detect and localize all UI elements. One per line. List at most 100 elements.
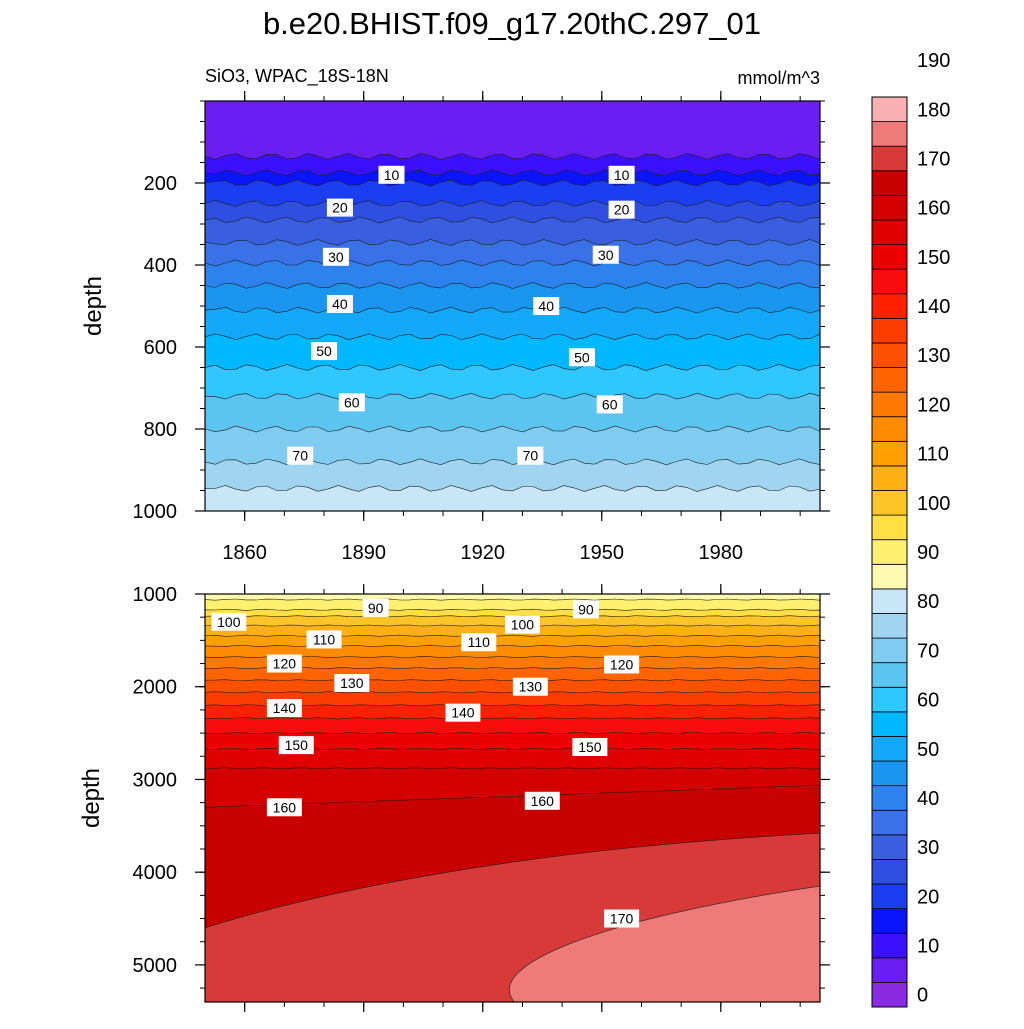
contour-label-text: 30 <box>328 249 344 265</box>
colorbar-label: 0 <box>917 985 928 1007</box>
colorbar-box <box>871 96 908 122</box>
contour-label-text: 150 <box>285 737 309 753</box>
colorbar-box <box>871 785 908 811</box>
contour-label-box <box>604 655 640 674</box>
colorbar-box <box>871 809 908 836</box>
plot-frame <box>204 593 821 1003</box>
contour-label: 30 <box>592 245 619 264</box>
contour-label-text: 60 <box>344 394 360 410</box>
x-tick-label: 1860 <box>222 542 267 564</box>
colorbar-box <box>871 711 908 737</box>
colorbar-box <box>871 662 908 688</box>
contour-label-box <box>592 245 619 264</box>
y-tick-label: 200 <box>144 173 177 195</box>
contour-label-text: 130 <box>519 679 543 695</box>
contour-label-box <box>326 294 353 313</box>
colorbar-box <box>871 194 908 221</box>
contour-label: 70 <box>287 446 314 465</box>
contour-label-box <box>524 791 560 810</box>
colorbar-box <box>871 440 908 467</box>
contour-label-box <box>572 738 608 756</box>
colorbar-box <box>871 219 908 245</box>
contour-label-text: 110 <box>313 631 336 647</box>
contour-label-box <box>533 297 560 315</box>
contour-label-text: 10 <box>614 167 630 183</box>
contour-label: 20 <box>608 200 635 219</box>
contour-label-text: 40 <box>538 298 554 314</box>
colorbar-label: 120 <box>917 394 950 416</box>
colorbar-box <box>871 834 908 860</box>
y-tick-label: 1000 <box>133 584 178 606</box>
contour-label-text: 60 <box>602 396 618 412</box>
contour-band <box>509 885 821 1003</box>
contour-label-text: 160 <box>531 793 555 809</box>
colorbar-label: 20 <box>917 886 939 908</box>
contour-label-box <box>266 798 302 817</box>
contour-label-box <box>461 633 497 652</box>
colorbar-label: 30 <box>917 837 939 859</box>
contour-label-box <box>517 446 544 465</box>
colorbar-box <box>871 883 908 910</box>
panel-upper: 1860 1890 1920 1950 1980 200 400 600 800 1000 dept… <box>80 91 830 564</box>
y-tick-label: 1000 <box>133 501 178 523</box>
contour-label-text: 50 <box>316 343 332 359</box>
colorbar: 0 10 20 30 40 50 60 70 80 90 100 110 120 130 140 150 160… <box>871 50 950 1008</box>
contour-label-box <box>608 200 635 219</box>
y-axis-label: depth <box>78 768 105 828</box>
contour-label-text: 90 <box>578 601 594 617</box>
y-tick-label: 3000 <box>133 769 178 791</box>
contour-label-text: 100 <box>217 614 241 630</box>
contour-label: 20 <box>326 198 353 217</box>
units-label: mmol/m^3 <box>737 68 820 88</box>
contour-label-text: 150 <box>578 739 602 755</box>
x-tick-label: 1950 <box>580 542 625 564</box>
y-axis-label: depth <box>80 276 107 336</box>
colorbar-box <box>871 391 908 418</box>
contour-label-box <box>568 348 595 367</box>
contour-label-box <box>378 165 405 184</box>
colorbar-label: 100 <box>917 493 950 515</box>
contour-label-box <box>326 198 353 217</box>
colorbar-box <box>871 908 908 934</box>
y-tick-label: 800 <box>144 419 177 441</box>
colorbar-label: 60 <box>917 690 939 712</box>
y-tick-label: 2000 <box>133 677 178 699</box>
colorbar-box <box>871 982 908 1008</box>
colorbar-label: 140 <box>917 296 950 318</box>
contour-label-text: 70 <box>292 448 308 464</box>
contour-label-box <box>278 736 314 755</box>
contour-label-text: 120 <box>273 656 297 672</box>
contour-label-box <box>604 909 640 928</box>
colorbar-box <box>871 588 908 614</box>
colorbar-box <box>871 760 908 787</box>
colorbar-label: 190 <box>917 50 950 72</box>
colorbar-box <box>871 563 908 590</box>
colorbar-box <box>871 145 908 172</box>
contour-label-box <box>608 165 635 184</box>
colorbar-box <box>871 539 908 565</box>
contour-label-text: 70 <box>523 448 539 464</box>
contour-label-text: 50 <box>574 349 590 365</box>
contour-label-box <box>266 654 302 673</box>
contour-label: 90 <box>362 598 389 617</box>
contour-label: 170 <box>604 909 640 928</box>
contour-label: 130 <box>512 677 548 696</box>
colorbar-box <box>871 416 908 442</box>
y-tick-label: 400 <box>144 255 177 277</box>
contour-label: 110 <box>461 633 497 652</box>
chart-subtitle: SiO3, WPAC_18S-18N <box>205 66 389 86</box>
contour-label-text: 40 <box>332 296 348 312</box>
colorbar-box <box>871 859 908 885</box>
contour-label-text: 160 <box>273 799 297 815</box>
colorbar-label: 180 <box>917 99 950 121</box>
contour-label: 160 <box>266 798 302 817</box>
contour-label: 150 <box>278 736 314 755</box>
contour-label-text: 100 <box>511 617 535 633</box>
contour-label-box <box>338 393 365 412</box>
contour-band <box>204 485 821 512</box>
colorbar-label: 160 <box>917 198 950 220</box>
colorbar-box <box>871 514 908 541</box>
colorbar-label: 70 <box>917 640 939 662</box>
panel-lower: 1000 2000 3000 4000 5000 depth 90 90 100 100 110 11… <box>78 584 830 1012</box>
